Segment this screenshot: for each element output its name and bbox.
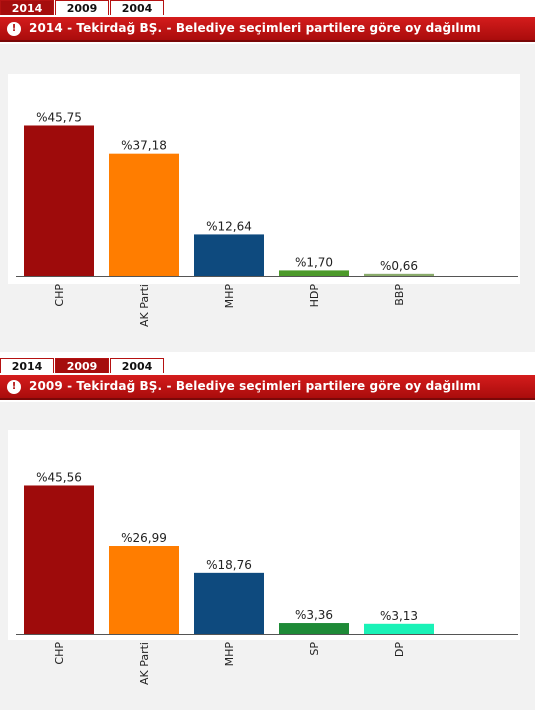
tab-2004[interactable]: 2004 [110,358,164,373]
chart-title: 2009 - Tekirdağ BŞ. - Belediye seçimleri… [29,379,481,393]
x-tick-label: DP [393,642,406,657]
chart-title: 2014 - Tekirdağ BŞ. - Belediye seçimleri… [29,21,481,35]
tab-2004[interactable]: 2004 [110,0,164,15]
bar-bbp[interactable] [364,273,434,276]
x-tick-label: SP [308,642,321,656]
data-label: %3,13 [380,609,418,623]
data-label: %45,56 [36,470,82,484]
bar-dp[interactable] [364,623,434,634]
bar-mhp[interactable] [194,234,264,276]
data-label: %3,36 [295,608,333,622]
bar-ak-parti[interactable] [109,546,179,634]
bar-chp[interactable] [24,485,94,634]
x-tick-label: AK Parti [138,284,151,327]
x-tick-label: BBP [393,284,406,306]
bar-chp[interactable] [24,125,94,276]
x-tick-label: MHP [223,284,236,309]
chart-title-bar: ! 2009 - Tekirdağ BŞ. - Belediye seçimle… [0,375,535,400]
tab-2014[interactable]: 2014 [0,0,54,15]
chart-area: %45,56 CHP %26,99 AK Parti %18,76 MHP %3,36 SP%… [0,402,535,710]
x-tick-label: AK Parti [138,642,151,685]
info-circle-icon[interactable]: ! [7,22,21,36]
chart-area: %45,75 CHP %37,18 AK Parti %12,64 MHP %1,70 HDP… [0,44,535,352]
chart-title-bar: ! 2014 - Tekirdağ BŞ. - Belediye seçimle… [0,17,535,42]
tab-2009[interactable]: 2009 [55,0,109,15]
x-tick-label: CHP [53,642,66,665]
data-label: %37,18 [121,139,167,153]
x-tick-label: HDP [308,284,321,308]
tab-2009[interactable]: 2009 [55,358,109,373]
data-label: %18,76 [206,558,252,572]
info-circle-icon[interactable]: ! [7,380,21,394]
bar-ak-parti[interactable] [109,153,179,276]
bar-chart-2014: %45,75 CHP %37,18 AK Parti %12,64 MHP %1,70 HDP… [8,74,520,327]
data-label: %1,70 [295,255,333,269]
data-label: %0,66 [380,259,418,273]
data-label: %12,64 [206,219,252,233]
year-tabs: 2014 2009 2004 [0,0,535,16]
data-label: %45,75 [36,110,82,124]
x-tick-label: CHP [53,284,66,307]
election-panel-2009: 2014 2009 2004 ! 2009 - Tekirdağ BŞ. - B… [0,358,535,710]
election-panel-2014: 2014 2009 2004 ! 2014 - Tekirdağ BŞ. - B… [0,0,535,352]
bar-chart-2009: %45,56 CHP %26,99 AK Parti %18,76 MHP %3,36 SP%… [8,430,520,685]
data-label: %26,99 [121,531,167,545]
bar-mhp[interactable] [194,572,264,634]
bar-sp[interactable] [279,623,349,634]
x-tick-label: MHP [223,642,236,667]
tab-2014[interactable]: 2014 [0,358,54,373]
year-tabs: 2014 2009 2004 [0,358,535,374]
bar-hdp[interactable] [279,270,349,276]
